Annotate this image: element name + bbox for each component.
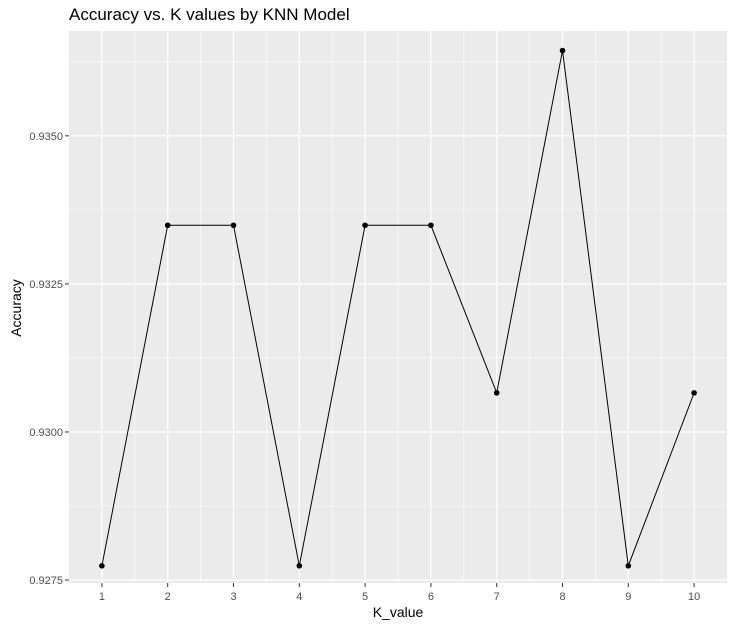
series-layer [99,47,697,569]
x-tick-label: 7 [494,591,500,603]
y-tick-label: 0.9300 [29,427,63,439]
data-point [493,390,500,396]
tick-labels: 1 2 3 4 5 6 7 8 9 10 0.9275 0.9300 0.9325 0.9350 [29,131,700,603]
grid-major [69,31,727,583]
data-point [99,563,105,569]
y-tick-label: 0.9275 [29,575,63,587]
y-axis-label: Accuracy [8,279,24,337]
x-tick-label: 6 [428,591,434,603]
grid-minor [69,31,727,583]
x-tick-label: 1 [99,591,105,603]
chart-title: Accuracy vs. K values by KNN Model [69,5,350,24]
data-point [164,222,171,229]
data-point [559,47,566,54]
data-point [625,563,632,569]
x-tick-label: 9 [625,591,631,603]
series-line [101,50,695,566]
x-tick-label: 5 [362,591,368,603]
data-point [691,390,697,396]
data-point [428,222,434,229]
y-tick-label: 0.9325 [29,279,63,291]
x-tick-label: 2 [165,591,171,603]
x-tick-label: 4 [296,591,302,603]
x-tick-label: 8 [559,591,565,603]
data-point [362,222,368,229]
x-axis-label: K_value [372,604,424,620]
data-point [230,222,237,229]
data-point [296,563,303,569]
y-tick-label: 0.9350 [29,131,63,143]
x-tick-label: 10 [688,591,700,603]
axis-ticks [65,135,695,587]
x-tick-label: 3 [230,591,236,603]
